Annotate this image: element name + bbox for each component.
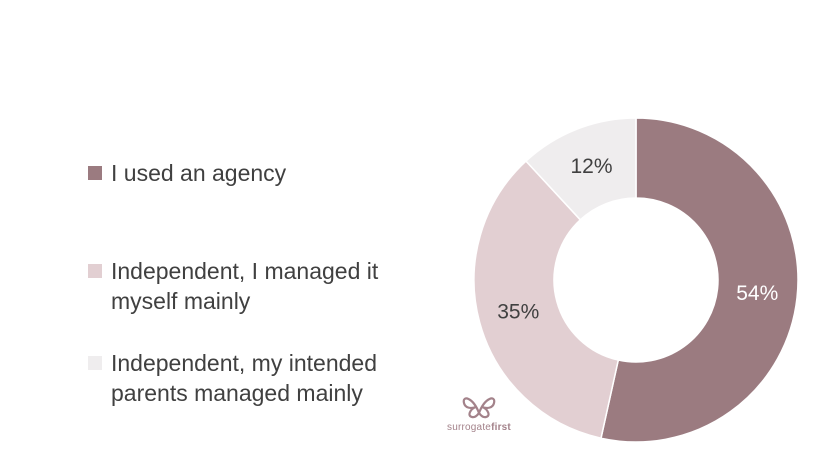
donut-slice-self-managed bbox=[473, 160, 620, 440]
butterfly-logo-icon bbox=[462, 397, 496, 419]
data-label-agency: 54% bbox=[736, 282, 778, 305]
legend-item-agency: I used an agency bbox=[88, 158, 428, 188]
legend-label-agency: I used an agency bbox=[111, 160, 287, 186]
legend-item-parents-managed: Independent, my intended parents managed… bbox=[88, 348, 428, 408]
logo-wordmark: surrogatefirst bbox=[437, 422, 521, 433]
legend-swatch-agency bbox=[88, 166, 102, 180]
data-label-parents-managed: 12% bbox=[570, 155, 612, 178]
legend-item-self-managed: Independent, I managed it myself mainly bbox=[88, 256, 428, 316]
logo-wordmark-light: surrogate bbox=[447, 422, 492, 433]
logo-wordmark-bold: first bbox=[491, 422, 511, 433]
surrogatefirst-logo: surrogatefirst bbox=[437, 393, 521, 433]
legend-label-parents-managed: Independent, my intended parents managed… bbox=[111, 350, 377, 406]
legend-swatch-parents-managed bbox=[88, 356, 102, 370]
data-label-self-managed: 35% bbox=[497, 300, 539, 323]
donut-slice-parents-managed bbox=[524, 117, 637, 221]
legend-label-self-managed: Independent, I managed it myself mainly bbox=[111, 258, 379, 314]
legend-swatch-self-managed bbox=[88, 264, 102, 278]
donut-slice-agency bbox=[600, 117, 799, 443]
